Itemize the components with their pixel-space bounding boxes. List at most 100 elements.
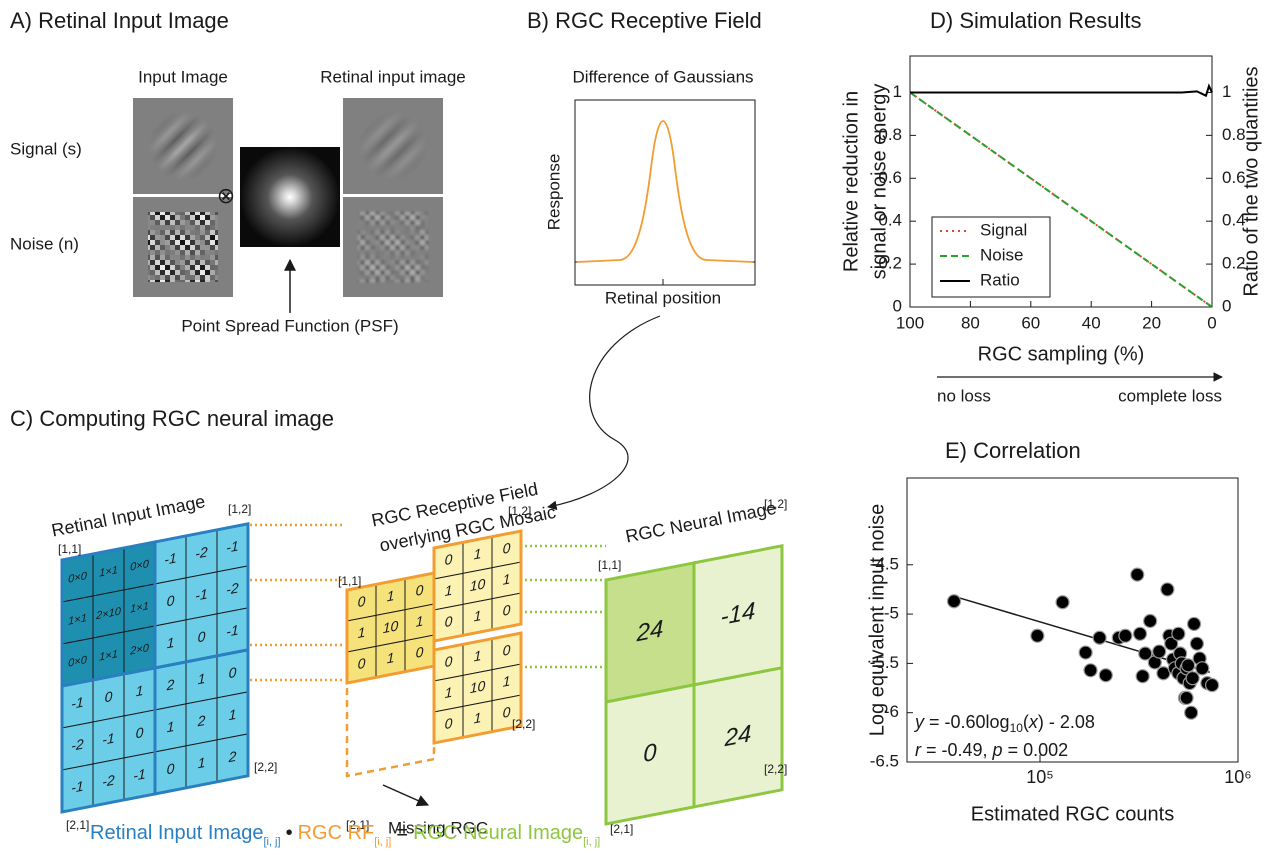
axes-box [574, 99, 756, 286]
axes-box [909, 55, 1213, 308]
cell-label: 1 [503, 570, 511, 587]
formula-part: RGC RF [298, 822, 375, 844]
formula-part: [i, j] [374, 836, 391, 848]
grid-border [432, 529, 523, 643]
y-tick-label: 0 [893, 296, 902, 315]
point [1181, 658, 1196, 673]
cell-label: -1 [226, 621, 238, 639]
psf-image [240, 147, 340, 247]
cell-label: 1 [474, 709, 482, 726]
cell-label: 0 [503, 601, 511, 618]
curved-arrow [547, 315, 661, 511]
cell-label: -2 [195, 543, 208, 561]
annotation: r = -0.49, p = 0.002 [915, 740, 1068, 760]
point [1185, 671, 1200, 686]
cell-label: 0 [503, 539, 511, 556]
legend-label: Noise [980, 245, 1023, 264]
y2-tick-label: 0 [1222, 296, 1231, 315]
point [1171, 626, 1186, 641]
cell-label: 10 [470, 677, 486, 696]
point [1078, 645, 1093, 660]
series-line [910, 83, 1213, 98]
y2-tick-label: 0.6 [1222, 168, 1246, 187]
cell-label: 1 [198, 754, 206, 771]
cell-label: 1×1 [99, 648, 118, 664]
annotation-part: ( [1023, 712, 1029, 732]
cell-label: -1 [164, 550, 176, 568]
cell-label: -1 [226, 537, 238, 555]
cell-label: 2 [228, 748, 237, 766]
point [1135, 669, 1150, 684]
x-axis-label: RGC sampling (%) [978, 343, 1145, 365]
connector-lines [250, 523, 345, 682]
cell-label: 0×0 [68, 570, 87, 586]
point [1092, 630, 1107, 645]
point [1083, 663, 1098, 678]
cell-label: 24 [636, 615, 664, 647]
annotation: y = -0.60log10(x) - 2.08 [913, 712, 1095, 735]
y2-tick-label: 0.4 [1222, 211, 1246, 230]
annotation-part: = -0.49, [921, 740, 993, 760]
cell-label: 1 [445, 684, 453, 701]
cell-label: -1 [71, 694, 83, 712]
cell-label: 1 [474, 607, 482, 624]
corner-label: [1,2] [508, 504, 531, 518]
axis-label: Response [544, 154, 563, 231]
annotation-part: r [915, 740, 922, 760]
cell-label: 1 [416, 612, 424, 629]
grid: 0 1 01 10 10 1 0 [432, 631, 523, 745]
connector-lines [520, 544, 606, 669]
cell-label: 1 [387, 587, 395, 604]
y-tick-label: 1 [893, 82, 902, 101]
series-line [909, 91, 1213, 308]
cell-label: 1 [167, 718, 175, 735]
formula-part: [i, j] [263, 836, 280, 848]
cell-label: -1 [71, 778, 83, 796]
x-tick-label: 0 [1207, 313, 1216, 332]
cell-label: 0×0 [68, 654, 87, 670]
y-tick-label: 0.4 [878, 211, 902, 230]
legend-label: Ratio [980, 270, 1020, 289]
y-axis-label: Relative reduction in [840, 91, 862, 272]
y-axis-label: Log equivalent input noise [866, 504, 888, 736]
corner-label: [1,2] [228, 502, 251, 516]
grid-border [432, 631, 523, 745]
corner-label: [2,1] [66, 818, 89, 832]
noise-texture [148, 212, 218, 282]
point [1143, 613, 1158, 629]
noise-texture [358, 212, 428, 282]
annotation-part: y [913, 712, 925, 732]
y-tick-label: -5.5 [870, 653, 899, 672]
annotation-part: = -0.60log [924, 712, 1010, 732]
cell-label: -1 [133, 766, 145, 784]
point [1132, 626, 1148, 641]
cell-label: -1 [195, 585, 207, 603]
cell-label: 1 [358, 624, 366, 641]
y-tick-label: 0.6 [878, 168, 902, 187]
grid-label: RGC Neural Image [624, 498, 778, 547]
missing-label: Missing RGC [388, 818, 488, 837]
annotation-part: p [992, 740, 1003, 760]
cell-label: 0 [643, 739, 657, 768]
y2-axis-label: Ratio of the two quantities [1240, 66, 1262, 296]
y2-tick-label: 0.8 [1222, 125, 1246, 144]
x-tick-label: 100 [896, 313, 924, 332]
cell-label: -2 [226, 579, 239, 597]
point [1186, 616, 1202, 632]
cell-label: 10 [383, 617, 399, 636]
cell-label: 10 [470, 575, 486, 594]
column-label: Input Image [138, 67, 228, 86]
cell-label: 2×0 [129, 642, 149, 658]
y-tick-label: -4.5 [870, 554, 899, 573]
corner-label: [2,1] [610, 822, 633, 836]
annotation: no loss [937, 386, 991, 405]
panel-title: C) Computing RGC neural image [10, 406, 334, 431]
cell-label: 0 [445, 715, 453, 732]
block-border [153, 648, 250, 796]
cell-label: 0 [167, 592, 175, 609]
cell-label: 1 [387, 649, 395, 666]
y-tick-label: -6.5 [870, 751, 899, 770]
cell-label: 1×1 [130, 600, 149, 616]
y-tick-label: -6 [884, 702, 899, 721]
cell-label: 0×0 [130, 558, 149, 574]
